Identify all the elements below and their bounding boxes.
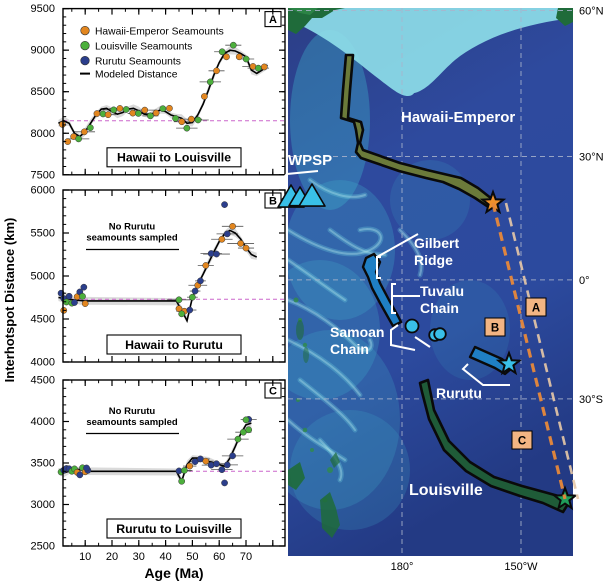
svg-text:Interhotspot Distance (km): Interhotspot Distance (km) xyxy=(2,218,17,383)
svg-text:30: 30 xyxy=(133,551,145,563)
svg-text:30°N: 30°N xyxy=(579,152,604,164)
svg-text:Rurutu Seamounts: Rurutu Seamounts xyxy=(95,56,181,67)
svg-text:Hawaii-Emperor Seamounts: Hawaii-Emperor Seamounts xyxy=(95,26,224,37)
svg-text:2500: 2500 xyxy=(31,541,55,553)
svg-text:Chain: Chain xyxy=(330,341,369,357)
svg-text:Age (Ma): Age (Ma) xyxy=(144,565,203,581)
svg-text:20: 20 xyxy=(106,551,118,563)
svg-text:B: B xyxy=(269,196,277,208)
svg-text:7500: 7500 xyxy=(31,169,55,181)
svg-text:3000: 3000 xyxy=(31,499,55,511)
svg-text:5000: 5000 xyxy=(31,271,55,283)
svg-text:5500: 5500 xyxy=(31,228,55,240)
svg-text:Tuvalu: Tuvalu xyxy=(420,283,464,299)
svg-text:WPSP: WPSP xyxy=(288,152,332,169)
svg-text:3500: 3500 xyxy=(31,458,55,470)
svg-text:9000: 9000 xyxy=(31,45,55,57)
svg-text:Ridge: Ridge xyxy=(414,252,453,268)
svg-text:4000: 4000 xyxy=(31,357,55,369)
svg-text:C: C xyxy=(269,386,277,398)
svg-text:8000: 8000 xyxy=(31,128,55,140)
svg-text:seamounts sampled: seamounts sampled xyxy=(86,233,178,244)
svg-text:B: B xyxy=(491,323,499,335)
svg-text:Rurutu: Rurutu xyxy=(436,385,482,401)
svg-text:70: 70 xyxy=(240,551,252,563)
svg-text:60: 60 xyxy=(213,551,225,563)
svg-text:Gilbert: Gilbert xyxy=(414,235,459,251)
svg-text:180°: 180° xyxy=(391,561,414,573)
svg-text:Hawaii to Rurutu: Hawaii to Rurutu xyxy=(125,338,223,352)
svg-text:60°N: 60°N xyxy=(579,6,604,18)
svg-text:Louisville Seamounts: Louisville Seamounts xyxy=(95,41,192,52)
svg-text:A: A xyxy=(269,14,277,26)
svg-text:No Rurutu: No Rurutu xyxy=(109,406,156,417)
svg-text:4500: 4500 xyxy=(31,314,55,326)
svg-text:Louisville: Louisville xyxy=(409,482,483,499)
svg-text:Chain: Chain xyxy=(420,300,459,316)
svg-text:Hawaii-Emperor: Hawaii-Emperor xyxy=(401,109,515,126)
svg-text:C: C xyxy=(518,436,526,448)
svg-text:9500: 9500 xyxy=(31,3,55,15)
svg-text:50: 50 xyxy=(186,551,198,563)
svg-text:Rurutu to Louisville: Rurutu to Louisville xyxy=(116,522,232,536)
svg-text:seamounts sampled: seamounts sampled xyxy=(86,417,178,428)
svg-text:0°: 0° xyxy=(579,275,590,287)
svg-text:4000: 4000 xyxy=(31,416,55,428)
svg-text:Samoan: Samoan xyxy=(330,324,384,340)
svg-text:Hawaii to Louisville: Hawaii to Louisville xyxy=(117,151,231,165)
svg-text:4500: 4500 xyxy=(31,375,55,387)
svg-text:10: 10 xyxy=(79,551,91,563)
svg-text:No Rurutu: No Rurutu xyxy=(109,222,156,233)
svg-text:6000: 6000 xyxy=(31,185,55,197)
svg-text:30°S: 30°S xyxy=(579,394,603,406)
svg-text:Modeled Distance: Modeled Distance xyxy=(95,69,178,80)
svg-text:8500: 8500 xyxy=(31,86,55,98)
svg-text:150°W: 150°W xyxy=(504,561,538,573)
svg-text:A: A xyxy=(532,303,540,315)
svg-text:40: 40 xyxy=(159,551,171,563)
